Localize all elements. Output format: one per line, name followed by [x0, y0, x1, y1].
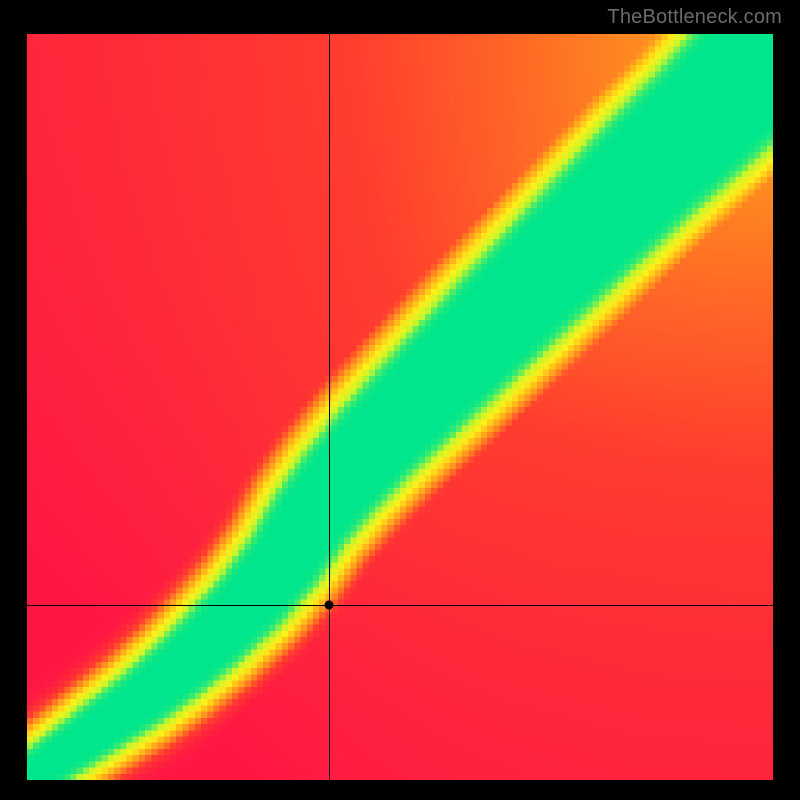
crosshair-horizontal	[27, 605, 773, 606]
selection-marker	[325, 600, 334, 609]
crosshair-vertical	[329, 34, 330, 780]
watermark: TheBottleneck.com	[607, 6, 782, 29]
bottleneck-heatmap	[27, 34, 773, 780]
